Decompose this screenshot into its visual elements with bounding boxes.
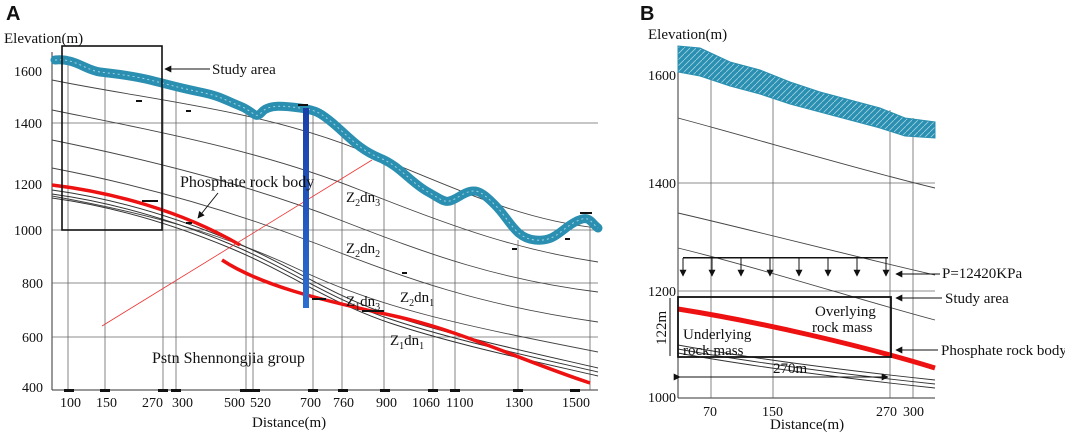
panel-a-xtick: 270 xyxy=(142,396,163,411)
panel-b-underlying-1: Underlying xyxy=(683,327,752,343)
panel-b-base-lines xyxy=(677,344,936,389)
panel-a-ytick: 1600 xyxy=(14,65,42,80)
panel-b-study-area-box xyxy=(677,296,892,358)
panel-a-x-ticks: 100 150 270 300 500 520 700 760 900 1060… xyxy=(60,396,590,411)
panel-b-xtick: 150 xyxy=(762,405,783,420)
panel-b-ytick: 1400 xyxy=(648,177,676,192)
panel-b: B Elevation(m) xyxy=(640,3,1065,433)
panel-a-ytick: 400 xyxy=(22,381,43,396)
panel-a-markers xyxy=(136,100,592,312)
panel-b-strata-lines xyxy=(677,117,936,321)
panel-b-underlying-2: rock mass xyxy=(683,343,744,359)
panel-b-pressure-label: P=12420KPa xyxy=(942,266,1022,282)
panel-a-phosphate-arrow xyxy=(197,192,219,219)
panel-b-v-grid xyxy=(710,70,914,398)
panel-a-xtick: 300 xyxy=(172,396,193,411)
panel-a-xtick: 700 xyxy=(300,396,321,411)
panel-b-xtick: 270 xyxy=(876,405,897,420)
panel-b-height-label: 122m xyxy=(654,311,670,346)
panel-b-load-bar xyxy=(683,257,888,259)
panel-b-h-grid xyxy=(678,182,935,292)
panel-a-ytick: 1000 xyxy=(14,224,42,239)
panel-b-xtick: 300 xyxy=(903,405,924,420)
panel-a-letter: A xyxy=(6,3,20,25)
panel-b-xlabel: Distance(m) xyxy=(770,417,844,433)
panel-a-ylabel: Elevation(m) xyxy=(4,31,83,47)
panel-a-xtick: 150 xyxy=(96,396,117,411)
panel-a-ytick: 1400 xyxy=(14,117,42,132)
panel-a-phosphate-layer xyxy=(51,183,591,385)
stratum-z2dn2: Z2dn2 xyxy=(346,241,380,260)
panel-a-xtick: 1500 xyxy=(562,396,590,411)
panel-a-xtick: 520 xyxy=(250,396,271,411)
panel-a-section-line xyxy=(101,159,373,327)
panel-a-xtick: 1100 xyxy=(446,396,473,411)
stratum-z1dn3: Z1dn3 xyxy=(346,294,380,313)
panel-a-xtick: 100 xyxy=(60,396,81,411)
panel-b-x-ticks: 70 150 270 300 xyxy=(703,405,924,420)
panel-a-y-ticks: 1600 1400 1200 1000 800 600 400 xyxy=(14,65,43,396)
panel-b-overlying-1: Overlying xyxy=(815,304,876,320)
panel-a-study-area-label: Study area xyxy=(212,62,276,78)
panel-a-ytick: 1200 xyxy=(14,178,42,193)
panel-b-width-label: 270m xyxy=(773,361,808,377)
panel-b-phosphate-layer xyxy=(677,306,936,371)
panel-a-xlabel: Distance(m) xyxy=(252,415,326,431)
stratum-z2dn3: Z2dn3 xyxy=(346,190,380,209)
panel-a-xtick: 500 xyxy=(224,396,245,411)
stratum-z2dn1: Z2dn1 xyxy=(400,290,434,309)
panel-b-ytick: 1600 xyxy=(648,69,676,84)
panel-b-ylabel: Elevation(m) xyxy=(648,27,727,43)
panel-a-xtick: 1300 xyxy=(505,396,533,411)
panel-a-ytick: 600 xyxy=(22,331,43,346)
panel-b-ytick: 1000 xyxy=(648,391,676,406)
panel-a-xtick-marks xyxy=(64,389,580,392)
panel-b-study-area-label: Study area xyxy=(945,291,1009,307)
panel-b-xtick: 70 xyxy=(703,405,717,420)
stratum-z1dn1: Z1dn1 xyxy=(390,333,424,352)
panel-a-xtick: 1060 xyxy=(412,396,440,411)
panel-b-terrain-surface xyxy=(677,45,936,139)
panel-a-phosphate-label: Phosphate rock body xyxy=(180,174,314,191)
panel-a-ytick: 800 xyxy=(22,277,43,292)
panel-b-y-ticks: 1600 1400 1200 1000 xyxy=(648,69,676,406)
panel-a-group-label: Pstn Shennongjia group xyxy=(152,350,305,367)
panel-b-letter: B xyxy=(640,3,654,25)
panel-b-load-arrows xyxy=(679,258,890,277)
panel-a-strata-lines xyxy=(51,79,599,353)
panel-a-borehole xyxy=(303,108,309,308)
panel-a: A Elevation(m) xyxy=(4,3,603,431)
panel-a-xtick: 900 xyxy=(376,396,397,411)
panel-b-ytick: 1200 xyxy=(648,285,676,300)
panel-a-study-area-box xyxy=(61,45,163,231)
panel-b-overlying-2: rock mass xyxy=(812,320,873,336)
panel-a-xtick: 760 xyxy=(333,396,354,411)
panel-b-phosphate-label: Phosphate rock body xyxy=(941,343,1065,359)
panel-a-terrain-texture xyxy=(54,59,599,241)
